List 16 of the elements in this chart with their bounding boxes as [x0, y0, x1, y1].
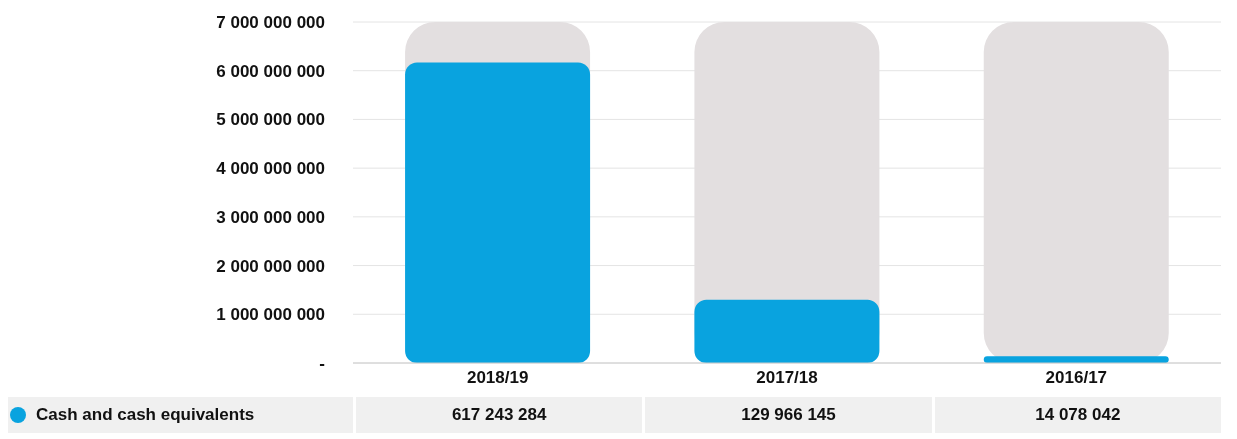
- text: 617 243 284: [356, 397, 643, 433]
- y-tick-label: 7 000 000 000: [216, 13, 325, 33]
- y-tick-label: 5 000 000 000: [216, 110, 325, 130]
- x-tick-label: 2018/19: [466, 368, 529, 388]
- legend-label: Cash and cash equivalents: [36, 405, 255, 425]
- y-tick-label: 6 000 000 000: [216, 61, 325, 81]
- text: 14 078 042: [934, 397, 1221, 433]
- x-tick-label: 2016/17: [1045, 368, 1108, 388]
- y-tick-label: 2 000 000 000: [216, 256, 325, 276]
- bar: [694, 299, 880, 363]
- x-tick-label: 2017/18: [756, 368, 818, 388]
- text: 129 966 145: [645, 397, 932, 433]
- y-tick-label: -: [319, 354, 325, 374]
- y-tick-label: 3 000 000 000: [216, 207, 325, 227]
- y-tick-label: 1 000 000 000: [216, 305, 325, 325]
- y-tick-label: 4 000 000 000: [216, 159, 325, 179]
